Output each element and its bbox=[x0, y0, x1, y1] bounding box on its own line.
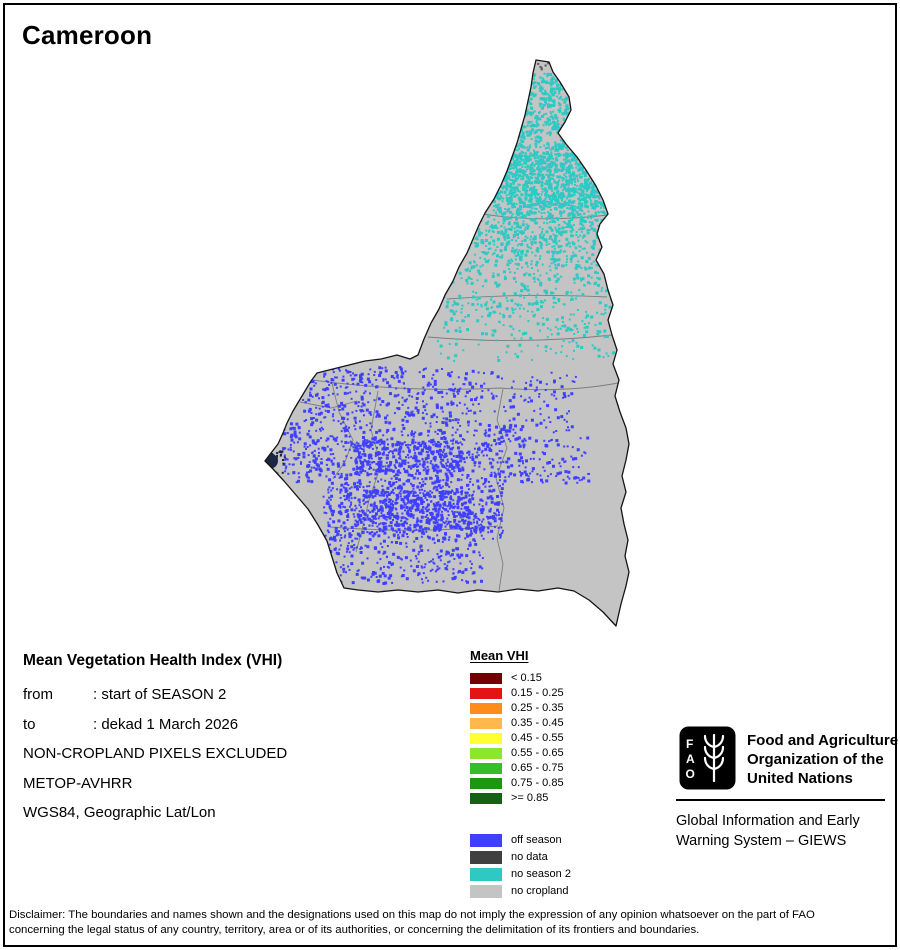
legend-row: 0.55 - 0.65 bbox=[470, 746, 680, 761]
legend-header: Mean VHI bbox=[470, 648, 529, 663]
legend-row: < 0.15 bbox=[470, 671, 680, 686]
legend-label: 0.55 - 0.65 bbox=[511, 747, 564, 759]
legend-swatch bbox=[470, 733, 502, 744]
legend-label: < 0.15 bbox=[511, 672, 542, 684]
legend-label: 0.45 - 0.55 bbox=[511, 732, 564, 744]
legend-row: 0.15 - 0.25 bbox=[470, 686, 680, 701]
legend: Mean VHI < 0.15 0.15 - 0.25 0.25 - 0.35 … bbox=[470, 648, 680, 900]
legend-label: >= 0.85 bbox=[511, 792, 549, 804]
cameroon-map bbox=[264, 59, 630, 627]
legend-label: 0.15 - 0.25 bbox=[511, 687, 564, 699]
legend-row: 0.35 - 0.45 bbox=[470, 716, 680, 731]
legend-label: no cropland bbox=[511, 885, 569, 897]
fao-org-line: Food and Agriculture bbox=[747, 732, 899, 749]
disclaimer-line: concerning the legal status of any count… bbox=[9, 923, 700, 936]
legend-swatch bbox=[470, 834, 502, 847]
legend-row: no season 2 bbox=[470, 866, 680, 883]
legend-row: no cropland bbox=[470, 883, 680, 900]
fao-org-line: United Nations bbox=[747, 770, 853, 787]
legend-label: off season bbox=[511, 834, 562, 846]
info-value: NON-CROPLAND PIXELS EXCLUDED bbox=[23, 745, 288, 762]
legend-row: no data bbox=[470, 849, 680, 866]
map-info-block: Mean Vegetation Health Index (VHI) from … bbox=[23, 652, 463, 834]
info-row-sensor: METOP-AVHRR bbox=[23, 775, 463, 792]
legend-swatch bbox=[470, 793, 502, 804]
disclaimer-text: Disclaimer: The boundaries and names sho… bbox=[9, 908, 893, 937]
info-value: METOP-AVHRR bbox=[23, 774, 133, 792]
legend-swatch bbox=[470, 868, 502, 881]
footer-divider bbox=[676, 799, 885, 801]
info-row-from: from : start of SEASON 2 bbox=[23, 686, 463, 703]
legend-swatch bbox=[470, 748, 502, 759]
info-value: : start of SEASON 2 bbox=[93, 686, 227, 703]
legend-row: 0.45 - 0.55 bbox=[470, 731, 680, 746]
fao-org-name: Food and Agriculture Organization of the… bbox=[747, 731, 898, 788]
legend-label: 0.75 - 0.85 bbox=[511, 777, 564, 789]
legend-row: >= 0.85 bbox=[470, 791, 680, 806]
info-row-to: to : dekad 1 March 2026 bbox=[23, 716, 463, 733]
legend-row: 0.65 - 0.75 bbox=[470, 761, 680, 776]
legend-categories: off season no data no season 2 no cropla… bbox=[470, 832, 680, 900]
legend-swatch bbox=[470, 763, 502, 774]
legend-label: 0.25 - 0.35 bbox=[511, 702, 564, 714]
legend-label: no data bbox=[511, 851, 548, 863]
legend-label: no season 2 bbox=[511, 868, 571, 880]
info-row-projection: WGS84, Geographic Lat/Lon bbox=[23, 804, 463, 821]
giews-label: Global Information and Early Warning Sys… bbox=[676, 812, 860, 851]
legend-label: 0.35 - 0.45 bbox=[511, 717, 564, 729]
info-heading: Mean Vegetation Health Index (VHI) bbox=[23, 652, 283, 669]
legend-swatch bbox=[470, 718, 502, 729]
info-row-noncropland: NON-CROPLAND PIXELS EXCLUDED bbox=[23, 745, 463, 762]
legend-swatch bbox=[470, 703, 502, 714]
legend-vhi-classes: < 0.15 0.15 - 0.25 0.25 - 0.35 0.35 - 0.… bbox=[470, 671, 680, 806]
info-value: WGS84, Geographic Lat/Lon bbox=[23, 804, 216, 821]
info-label: from bbox=[23, 686, 53, 703]
legend-swatch bbox=[470, 778, 502, 789]
legend-swatch bbox=[470, 885, 502, 898]
giews-line: Global Information and Early bbox=[676, 813, 860, 829]
legend-swatch bbox=[470, 673, 502, 684]
info-value: : dekad 1 March 2026 bbox=[93, 715, 239, 733]
giews-line: Warning System – GIEWS bbox=[676, 832, 847, 849]
legend-swatch bbox=[470, 851, 502, 864]
page-title: Cameroon bbox=[22, 20, 153, 50]
disclaimer-line: Disclaimer: The boundaries and names sho… bbox=[9, 909, 815, 921]
legend-row: off season bbox=[470, 832, 680, 849]
legend-row: 0.25 - 0.35 bbox=[470, 701, 680, 716]
info-label: to bbox=[23, 715, 36, 733]
fao-logo-icon: F A O bbox=[679, 726, 736, 790]
fao-org-line: Organization of the bbox=[747, 751, 884, 768]
legend-swatch bbox=[470, 688, 502, 699]
legend-label: 0.65 - 0.75 bbox=[511, 762, 564, 774]
legend-row: 0.75 - 0.85 bbox=[470, 776, 680, 791]
